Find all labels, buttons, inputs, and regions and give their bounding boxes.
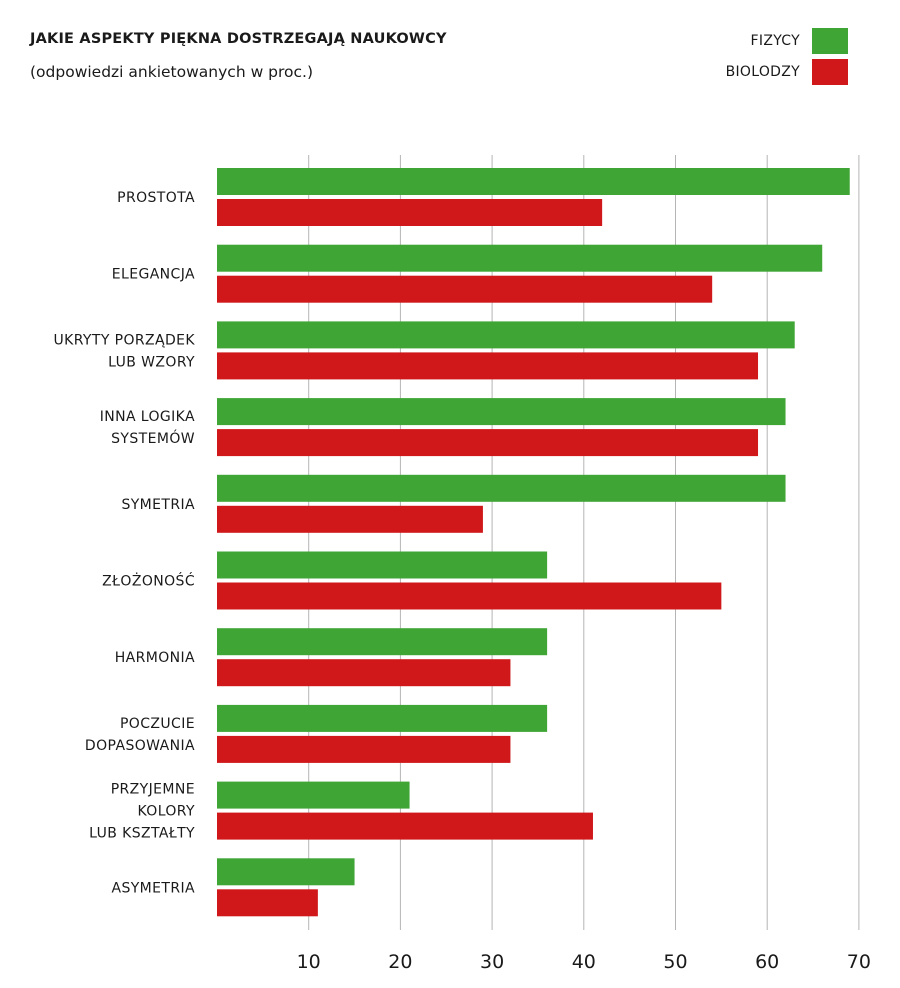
bar-fizycy-5 — [217, 551, 548, 579]
category-label-5-0: ZŁOŻONOŚĆ — [102, 572, 195, 590]
category-label-2-0: UKRYTY PORZĄDEK — [53, 332, 195, 348]
category-label-9-0: ASYMETRIA — [111, 880, 195, 896]
x-tick-label-60: 60 — [755, 951, 779, 973]
chart-subtitle: (odpowiedzi ankietowanych w proc.) — [30, 63, 314, 81]
bar-fizycy-1 — [217, 244, 823, 272]
category-label-7-1: DOPASOWANIA — [85, 738, 195, 754]
legend-swatch-fizycy — [812, 28, 848, 54]
bar-fizycy-4 — [217, 474, 786, 502]
x-tick-label-30: 30 — [480, 951, 504, 973]
category-label-6-0: HARMONIA — [115, 650, 195, 666]
bar-biolodzy-2 — [217, 352, 759, 380]
category-label-0-0: PROSTOTA — [117, 190, 195, 206]
x-tick-label-50: 50 — [663, 951, 687, 973]
category-label-4-0: SYMETRIA — [121, 497, 195, 513]
legend-item-fizycy: FIZYCY — [751, 28, 848, 54]
x-tick-label-20: 20 — [388, 951, 412, 973]
bar-fizycy-0 — [217, 168, 850, 195]
bar-biolodzy-3 — [217, 429, 759, 457]
bar-biolodzy-9 — [217, 889, 318, 917]
bar-biolodzy-4 — [217, 505, 483, 533]
legend-swatch-biolodzy — [812, 59, 848, 85]
category-label-2-1: LUB WZORY — [108, 354, 195, 370]
bar-biolodzy-0 — [217, 199, 603, 226]
category-label-3-1: SYSTEMÓW — [111, 429, 195, 447]
bar-biolodzy-1 — [217, 275, 713, 303]
chart-title: JAKIE ASPEKTY PIĘKNA DOSTRZEGAJĄ NAUKOWC… — [30, 31, 447, 47]
category-label-3-0: INNA LOGIKA — [100, 409, 195, 425]
x-tick-label-40: 40 — [572, 951, 596, 973]
category-label-7-0: POCZUCIE — [120, 716, 195, 732]
category-label-8-1: KOLORY — [137, 804, 195, 820]
bar-fizycy-3 — [217, 398, 786, 426]
x-tick-label-70: 70 — [847, 951, 871, 973]
bar-fizycy-7 — [217, 704, 548, 732]
bar-fizycy-8 — [217, 781, 410, 809]
x-tick-label-10: 10 — [297, 951, 321, 973]
legend-label-biolodzy: BIOLODZY — [725, 64, 800, 80]
bar-fizycy-6 — [217, 628, 548, 656]
bar-biolodzy-5 — [217, 582, 722, 610]
category-label-8-2: LUB KSZTAŁTY — [89, 826, 195, 842]
bar-fizycy-2 — [217, 321, 795, 349]
legend-item-biolodzy: BIOLODZY — [726, 59, 848, 85]
category-label-8-0: PRZYJEMNE — [111, 782, 195, 798]
category-label-1-0: ELEGANCJA — [112, 267, 195, 283]
bar-biolodzy-8 — [217, 812, 593, 840]
legend-label-fizycy: FIZYCY — [750, 33, 800, 49]
bar-biolodzy-7 — [217, 735, 511, 763]
bar-fizycy-9 — [217, 858, 355, 886]
bar-biolodzy-6 — [217, 659, 511, 687]
